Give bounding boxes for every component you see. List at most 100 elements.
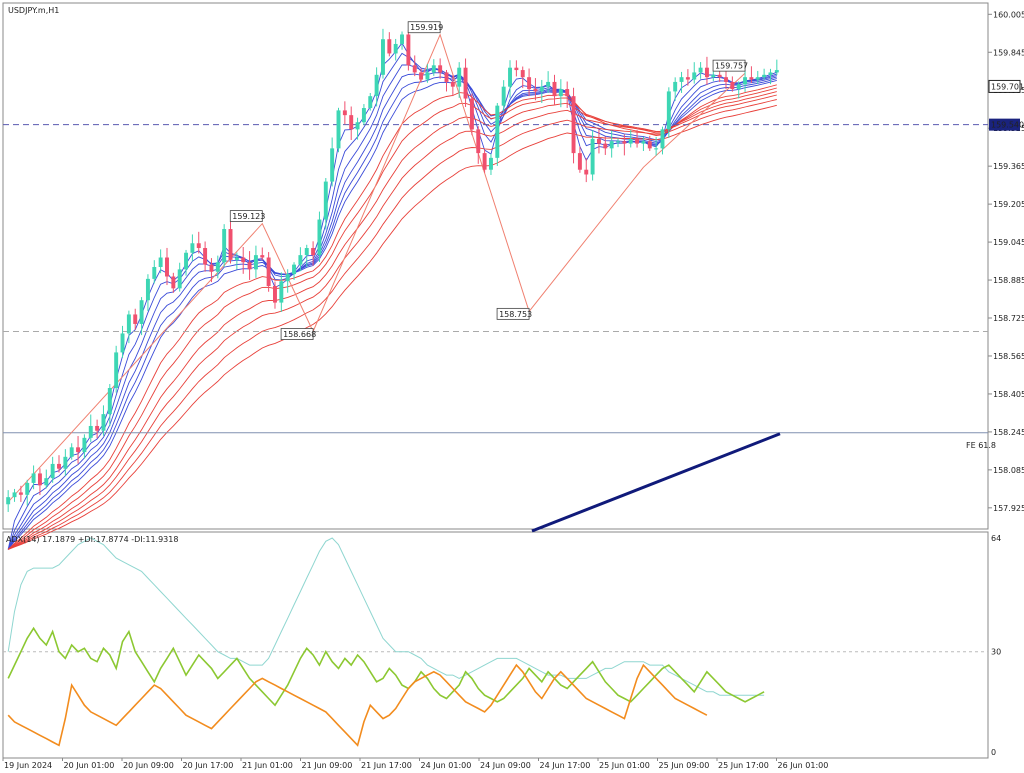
candle-body [533,89,538,92]
candle-body [209,264,214,272]
candle-body [527,77,532,90]
zigzag-lines [7,33,746,503]
candle-body [342,110,347,116]
candle-body [241,257,246,263]
time-tick-label: 25 Jun 17:00 [718,761,769,770]
current-price-label: 159.701 [991,82,1024,91]
candle-body [622,141,627,144]
candle-body [717,74,722,78]
candle-body [247,262,252,270]
candle-body [171,276,176,289]
time-tick-label: 21 Jun 09:00 [302,761,353,770]
candle-body [609,141,614,149]
candle-body [184,252,189,270]
main-panel-frame [2,2,989,530]
candle-body [635,138,640,144]
time-axis: 19 Jun 2024 20 Jun 01:00 20 Jun 09:00 20 Ju… [2,758,829,770]
minus-di-line [7,663,708,747]
time-tick-label: 20 Jun 17:00 [183,761,234,770]
price-tick-label: 159.045 [993,238,1024,247]
candle-body [552,81,557,97]
candle-body [165,257,169,277]
swing-label-box [407,21,441,34]
candle-body [120,333,125,353]
candle-body [368,96,373,109]
candle-body [50,463,55,479]
candle-body [361,108,366,123]
swing-labels: 159.123 158.668 159.919 158.753 159.757 [229,21,748,340]
price-axis: 160.005159.845159.685159.525159.365159.2… [988,10,1024,513]
candle-body [158,257,163,267]
candle-body [95,425,100,431]
adx-label: ADX(14) 17.1879 +DI:17.8774 -DI:11.9318 [6,535,178,544]
candle-body [323,181,328,220]
candle-body [692,72,697,80]
candle-body [336,110,341,149]
candle-body [292,264,297,275]
candle-body [546,81,551,87]
swing-label-box [712,59,746,72]
line-price-box [989,118,1020,131]
candle-body [679,77,684,82]
time-tick-label: 25 Jun 01:00 [599,761,650,770]
moving-average-ribbons [7,42,777,550]
candle-body [298,255,303,265]
candle-body [317,219,322,256]
candle-body [222,229,227,263]
swing-label-text: 159.757 [715,62,748,71]
price-tick-label: 159.845 [993,48,1024,57]
candle-body [673,81,678,92]
candle-body [628,138,633,144]
price-tick-label: 158.725 [993,314,1024,323]
candle-body [539,86,544,92]
swing-label-box [280,328,314,340]
candle-body [711,74,716,78]
time-tick-label: 26 Jun 01:00 [778,761,829,770]
candle-body [69,447,74,457]
time-tick-label: 19 Jun 2024 [4,761,52,770]
candle-body [37,473,42,486]
fe-label: FE 61.8 [966,441,996,450]
candle-body [304,248,309,256]
candle-body [768,72,773,75]
candle-body [18,492,23,495]
candle-body [730,81,735,90]
candle-body [190,243,195,253]
price-tick-label: 158.245 [993,428,1024,437]
candle-body [495,105,500,158]
zigzag-path [7,33,746,503]
candle-body [565,89,570,97]
candle-body [469,98,474,130]
candle-body [501,86,506,106]
candle-body [88,425,93,438]
candle-body [654,148,659,150]
adx-axis: 64 30 0 [991,534,1001,757]
plus-di-line [7,626,765,707]
candle-body [603,143,608,149]
time-tick-label: 25 Jun 09:00 [659,761,710,770]
symbol-label: USDJPY.m,H1 [8,6,59,15]
candle-body [488,157,493,170]
price-tick-label: 159.205 [993,200,1024,209]
time-tick-label: 20 Jun 01:00 [64,761,115,770]
ema-red-line [8,104,777,550]
candle-body [63,456,68,469]
current-price-box [988,79,1021,93]
candle-body [139,300,144,324]
adx-tick-label: 64 [991,534,1001,543]
candle-body [114,352,119,389]
candle-body [387,39,392,54]
adx-tick-label: 0 [991,748,996,757]
ema-red-line [7,94,777,550]
price-tick-label: 159.365 [993,162,1024,171]
candles [6,28,779,512]
price-tick-label: 158.885 [993,276,1024,285]
ema-red-line [7,87,777,550]
candle-body [228,229,233,260]
candle-body [774,70,779,73]
candle-body [431,65,436,73]
swing-label-text: 159.919 [410,23,443,32]
candle-body [457,67,462,87]
ema-red-line [8,99,777,550]
